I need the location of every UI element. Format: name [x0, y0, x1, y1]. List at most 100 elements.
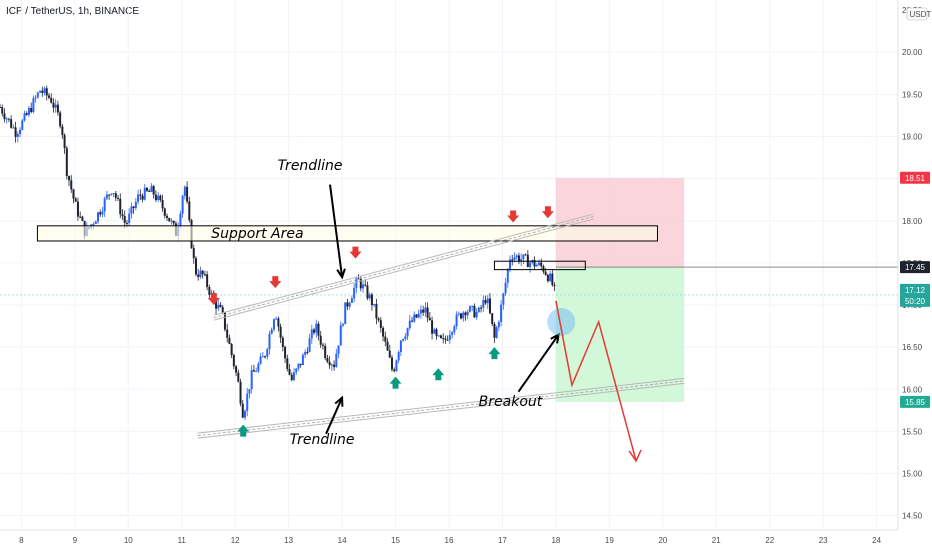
candle-body: [488, 298, 491, 314]
candle-body: [235, 366, 238, 373]
candle-body: [203, 274, 206, 276]
candle-body: [23, 113, 26, 121]
candle-body: [105, 194, 108, 199]
candle-body: [522, 254, 525, 260]
breakout-arrow-head: [550, 332, 560, 344]
lower-trendline-edge: [197, 377, 685, 434]
candle-body: [275, 318, 278, 320]
candle-body: [163, 208, 166, 216]
candle-body: [36, 92, 39, 98]
candle-body: [230, 343, 233, 356]
candle-body: [79, 216, 82, 218]
candle-body: [549, 273, 552, 282]
candle-body: [520, 259, 523, 262]
candle-body: [110, 193, 113, 195]
candle-body: [442, 337, 445, 339]
candle-body: [480, 307, 483, 309]
candle-body: [143, 187, 146, 200]
candle-body: [228, 337, 231, 344]
candle-body: [223, 312, 226, 330]
last-price-label: 17.12: [905, 286, 926, 295]
candle-body: [551, 273, 554, 286]
candle-body: [466, 311, 469, 316]
candle-body: [252, 370, 255, 372]
candle-body: [439, 335, 442, 338]
candle-body: [384, 336, 387, 342]
candle-body: [27, 108, 30, 115]
red-down-marker: [269, 276, 282, 289]
candle-body: [428, 317, 431, 321]
last-price-badge: [900, 283, 930, 296]
candle-body: [542, 266, 545, 272]
candle-body: [344, 302, 347, 325]
candle-body: [112, 193, 115, 195]
red-down-marker: [349, 246, 362, 259]
candle-body: [68, 176, 71, 181]
candle-body: [108, 194, 111, 196]
candle-body: [157, 195, 160, 201]
target-price-badge: [900, 395, 930, 408]
candle-body: [448, 334, 451, 340]
candle-body: [406, 328, 409, 337]
x-axis[interactable]: 8 9 10 11 12 13 14 15 16 17 18 19 20 21 22 23 24: [0, 529, 898, 545]
candle-body: [295, 368, 298, 373]
candle-body: [152, 186, 155, 195]
y-tick-label: 14.50: [902, 512, 923, 521]
candle-body: [317, 323, 320, 336]
candle-body: [553, 285, 556, 287]
candle-body: [65, 148, 68, 177]
green-up-marker: [389, 376, 402, 389]
x-tick-label: 16: [445, 536, 454, 545]
candle-body: [306, 351, 309, 353]
candle-body: [47, 95, 50, 98]
x-tick-label: 13: [284, 536, 293, 545]
candle-body: [74, 198, 77, 202]
candle-body: [279, 326, 282, 338]
currency-badge: [906, 7, 928, 21]
candle-body: [12, 127, 15, 129]
candle-body: [390, 357, 393, 370]
candle-body: [515, 255, 518, 258]
candle-body: [540, 262, 543, 267]
take-profit-zone: [555, 267, 685, 402]
candle-body: [346, 302, 349, 307]
candle-body: [341, 324, 344, 326]
candle-body: [433, 329, 436, 334]
candle-body: [145, 187, 148, 191]
candle-body: [170, 220, 173, 222]
candle-body: [270, 329, 273, 334]
candle-body: [297, 363, 300, 369]
y-tick-label: 18.00: [902, 217, 923, 226]
x-tick-label: 24: [872, 536, 881, 545]
candle-body: [413, 314, 416, 322]
candle-body: [7, 118, 10, 120]
candle-body: [477, 307, 480, 312]
upper-trendline-center: [213, 216, 594, 319]
candle-body: [482, 300, 485, 308]
candle-body: [246, 393, 249, 411]
upper-trendline-edge: [213, 218, 594, 321]
candle-body: [290, 374, 293, 381]
candle-body: [1, 107, 4, 114]
candle-body: [5, 118, 8, 120]
upper-trendline-arrow: [329, 184, 344, 278]
candle-body: [546, 274, 549, 282]
candle-body: [495, 327, 498, 338]
breakout-arrow: [517, 333, 560, 393]
candle-body: [462, 312, 465, 319]
x-tick-label: 21: [712, 536, 721, 545]
candle-body: [455, 314, 458, 327]
entry-price-badge: [900, 261, 930, 274]
projection-arrow-head: [628, 449, 642, 463]
currency-label: USDT: [910, 10, 932, 19]
position-zones: [0, 177, 898, 402]
candle-body: [277, 318, 280, 327]
y-axis[interactable]: 20.0019.5019.0018.5018.0017.5017.0016.50…: [897, 0, 932, 530]
y-tick-label: 19.00: [902, 133, 923, 142]
candle-body: [457, 313, 460, 315]
candle-body: [399, 340, 402, 353]
candle-body: [319, 335, 322, 345]
candle-body: [179, 213, 182, 227]
candle-body: [243, 410, 246, 418]
